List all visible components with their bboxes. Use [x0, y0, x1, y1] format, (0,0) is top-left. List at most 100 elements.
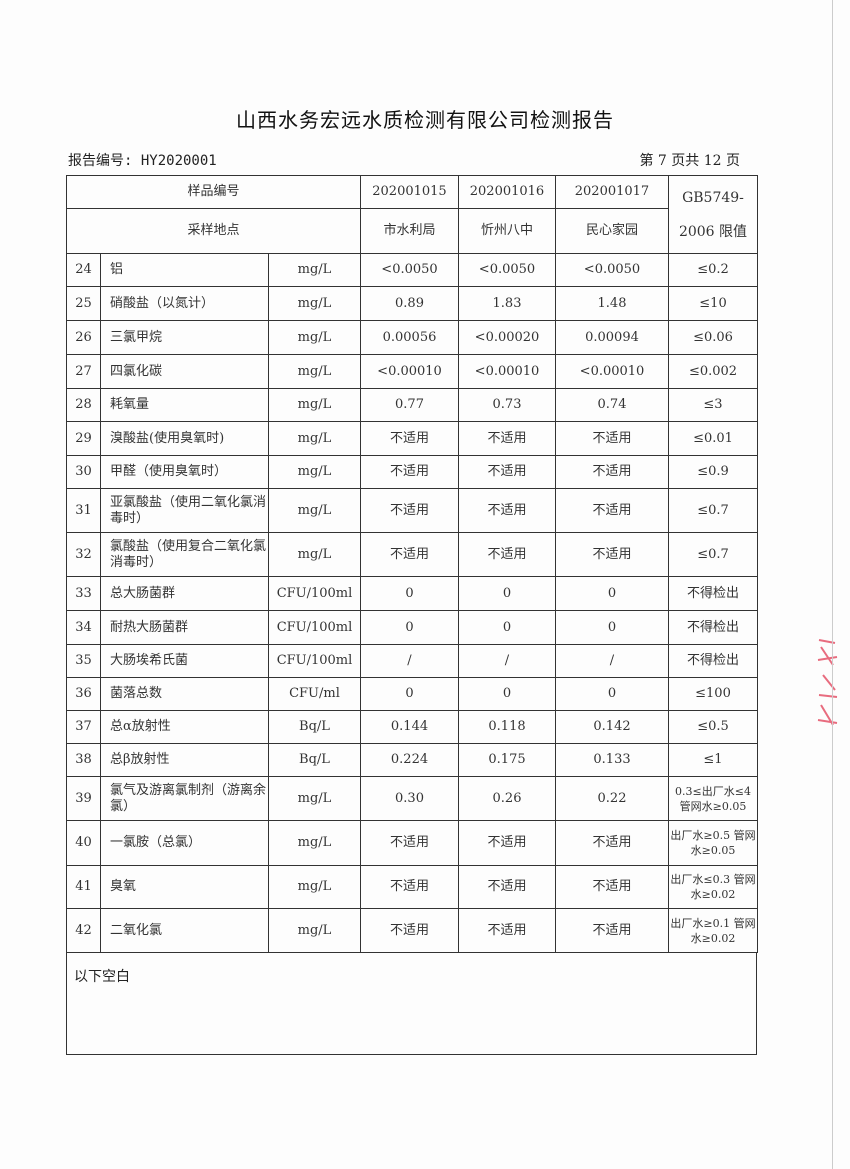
table-row: 39 氯气及游离氯制剂（游离余氯） mg/L 0.30 0.26 0.22 0.3≤出厂水≤… [66, 776, 758, 821]
unit: mg/L [268, 320, 361, 355]
item-name: 甲醛（使用臭氧时） [100, 455, 269, 489]
value: 0.73 [458, 388, 556, 422]
value: 0.175 [458, 743, 556, 777]
row-number: 26 [66, 320, 101, 355]
table-row: 38 总β放射性 Bq/L 0.224 0.175 0.133 ≤1 [66, 743, 758, 777]
item-name: 氯酸盐（使用复合二氧化氯消毒时） [100, 532, 269, 577]
item-name: 氯气及游离氯制剂（游离余氯） [100, 776, 269, 821]
report-number: 报告编号: HY2020001 [68, 153, 217, 169]
sample-no: 202001015 [360, 175, 459, 209]
row-number: 34 [66, 610, 101, 645]
item-name: 总大肠菌群 [100, 576, 269, 611]
limit: ≤0.9 [668, 455, 758, 489]
table-row: 25 硝酸盐（以氮计） mg/L 0.89 1.83 1.48 ≤10 [66, 286, 758, 321]
item-name: 耐热大肠菌群 [100, 610, 269, 645]
limit: ≤0.01 [668, 421, 758, 456]
value: 不适用 [458, 908, 556, 953]
table-row: 40 一氯胺（总氯） mg/L 不适用 不适用 不适用 出厂水≥0.5 管网水≥0.05 [66, 820, 758, 866]
value: 不适用 [458, 455, 556, 489]
limit: ≤3 [668, 388, 758, 422]
row-number: 32 [66, 532, 101, 577]
limit: ≤1 [668, 743, 758, 777]
item-name: 二氧化氯 [100, 908, 269, 953]
item-name: 三氯甲烷 [100, 320, 269, 355]
limit: ≤0.2 [668, 253, 758, 287]
unit: mg/L [268, 421, 361, 456]
value: 0 [360, 677, 459, 711]
value: 不适用 [458, 421, 556, 456]
unit: CFU/100ml [268, 576, 361, 611]
unit: mg/L [268, 488, 361, 533]
value: / [360, 644, 459, 678]
value: 不适用 [458, 820, 556, 866]
row-number: 37 [66, 710, 101, 744]
item-name: 溴酸盐(使用臭氧时) [100, 421, 269, 456]
table-row: 37 总α放射性 Bq/L 0.144 0.118 0.142 ≤0.5 [66, 710, 758, 744]
value: <0.0050 [458, 253, 556, 287]
value: 0.74 [555, 388, 669, 422]
item-name: 亚氯酸盐（使用二氧化氯消毒时） [100, 488, 269, 533]
header-row-sample-no: 样品编号 202001015 202001016 202001017 GB574… [66, 175, 758, 254]
value: 0.30 [360, 776, 459, 821]
value: 不适用 [458, 532, 556, 577]
item-name: 总β放射性 [100, 743, 269, 777]
value: 0 [360, 610, 459, 645]
seal-stamp-fragment [817, 639, 838, 726]
limit: 出厂水≥0.5 管网水≥0.05 [668, 820, 758, 866]
value: 0.89 [360, 286, 459, 321]
sample-location: 市水利局 [360, 208, 459, 254]
table-row: 33 总大肠菌群 CFU/100ml 0 0 0 不得检出 [66, 576, 758, 611]
value: 不适用 [360, 488, 459, 533]
limit-label-1: GB5749- [682, 189, 744, 206]
scan-edge [832, 0, 833, 1169]
table-row: 29 溴酸盐(使用臭氧时) mg/L 不适用 不适用 不适用 ≤0.01 [66, 421, 758, 456]
value: 0 [458, 576, 556, 611]
page-info: 第 7 页共 12 页 [639, 153, 740, 169]
row-number: 42 [66, 908, 101, 953]
results-table: 样品编号 202001015 202001016 202001017 GB574… [66, 175, 758, 953]
limit: ≤0.7 [668, 488, 758, 533]
value: 不适用 [360, 532, 459, 577]
limit: 0.3≤出厂水≤4 管网水≥0.05 [668, 776, 758, 821]
item-name: 一氯胺（总氯） [100, 820, 269, 866]
row-number: 35 [66, 644, 101, 678]
item-name: 大肠埃希氏菌 [100, 644, 269, 678]
limit: 不得检出 [668, 576, 758, 611]
unit: CFU/100ml [268, 644, 361, 678]
limit: ≤0.06 [668, 320, 758, 355]
value: 不适用 [555, 532, 669, 577]
limit: ≤100 [668, 677, 758, 711]
limit: 出厂水≥0.1 管网水≥0.02 [668, 908, 758, 953]
value: 0.118 [458, 710, 556, 744]
table-row: 32 氯酸盐（使用复合二氧化氯消毒时） mg/L 不适用 不适用 不适用 ≤0.7 [66, 532, 758, 577]
value: 不适用 [555, 820, 669, 866]
row-number: 29 [66, 421, 101, 456]
row-number: 25 [66, 286, 101, 321]
unit: Bq/L [268, 743, 361, 777]
unit: mg/L [268, 865, 361, 909]
value: 不适用 [555, 908, 669, 953]
table-row: 36 菌落总数 CFU/ml 0 0 0 ≤100 [66, 677, 758, 711]
unit: mg/L [268, 286, 361, 321]
value: 0 [458, 610, 556, 645]
value: 不适用 [555, 488, 669, 533]
row-number: 33 [66, 576, 101, 611]
unit: mg/L [268, 455, 361, 489]
item-name: 菌落总数 [100, 677, 269, 711]
value: 0.22 [555, 776, 669, 821]
sample-location: 忻州八中 [458, 208, 556, 254]
value: 0.133 [555, 743, 669, 777]
value: 0 [555, 677, 669, 711]
value: 0 [360, 576, 459, 611]
value: 0 [555, 576, 669, 611]
location-label: 采样地点 [66, 208, 361, 254]
row-number: 40 [66, 820, 101, 866]
unit: mg/L [268, 354, 361, 389]
value: <0.00020 [458, 320, 556, 355]
value: 1.48 [555, 286, 669, 321]
value: <0.0050 [555, 253, 669, 287]
remark-text: 以下空白 [74, 969, 130, 985]
value: 不适用 [555, 455, 669, 489]
unit: Bq/L [268, 710, 361, 744]
